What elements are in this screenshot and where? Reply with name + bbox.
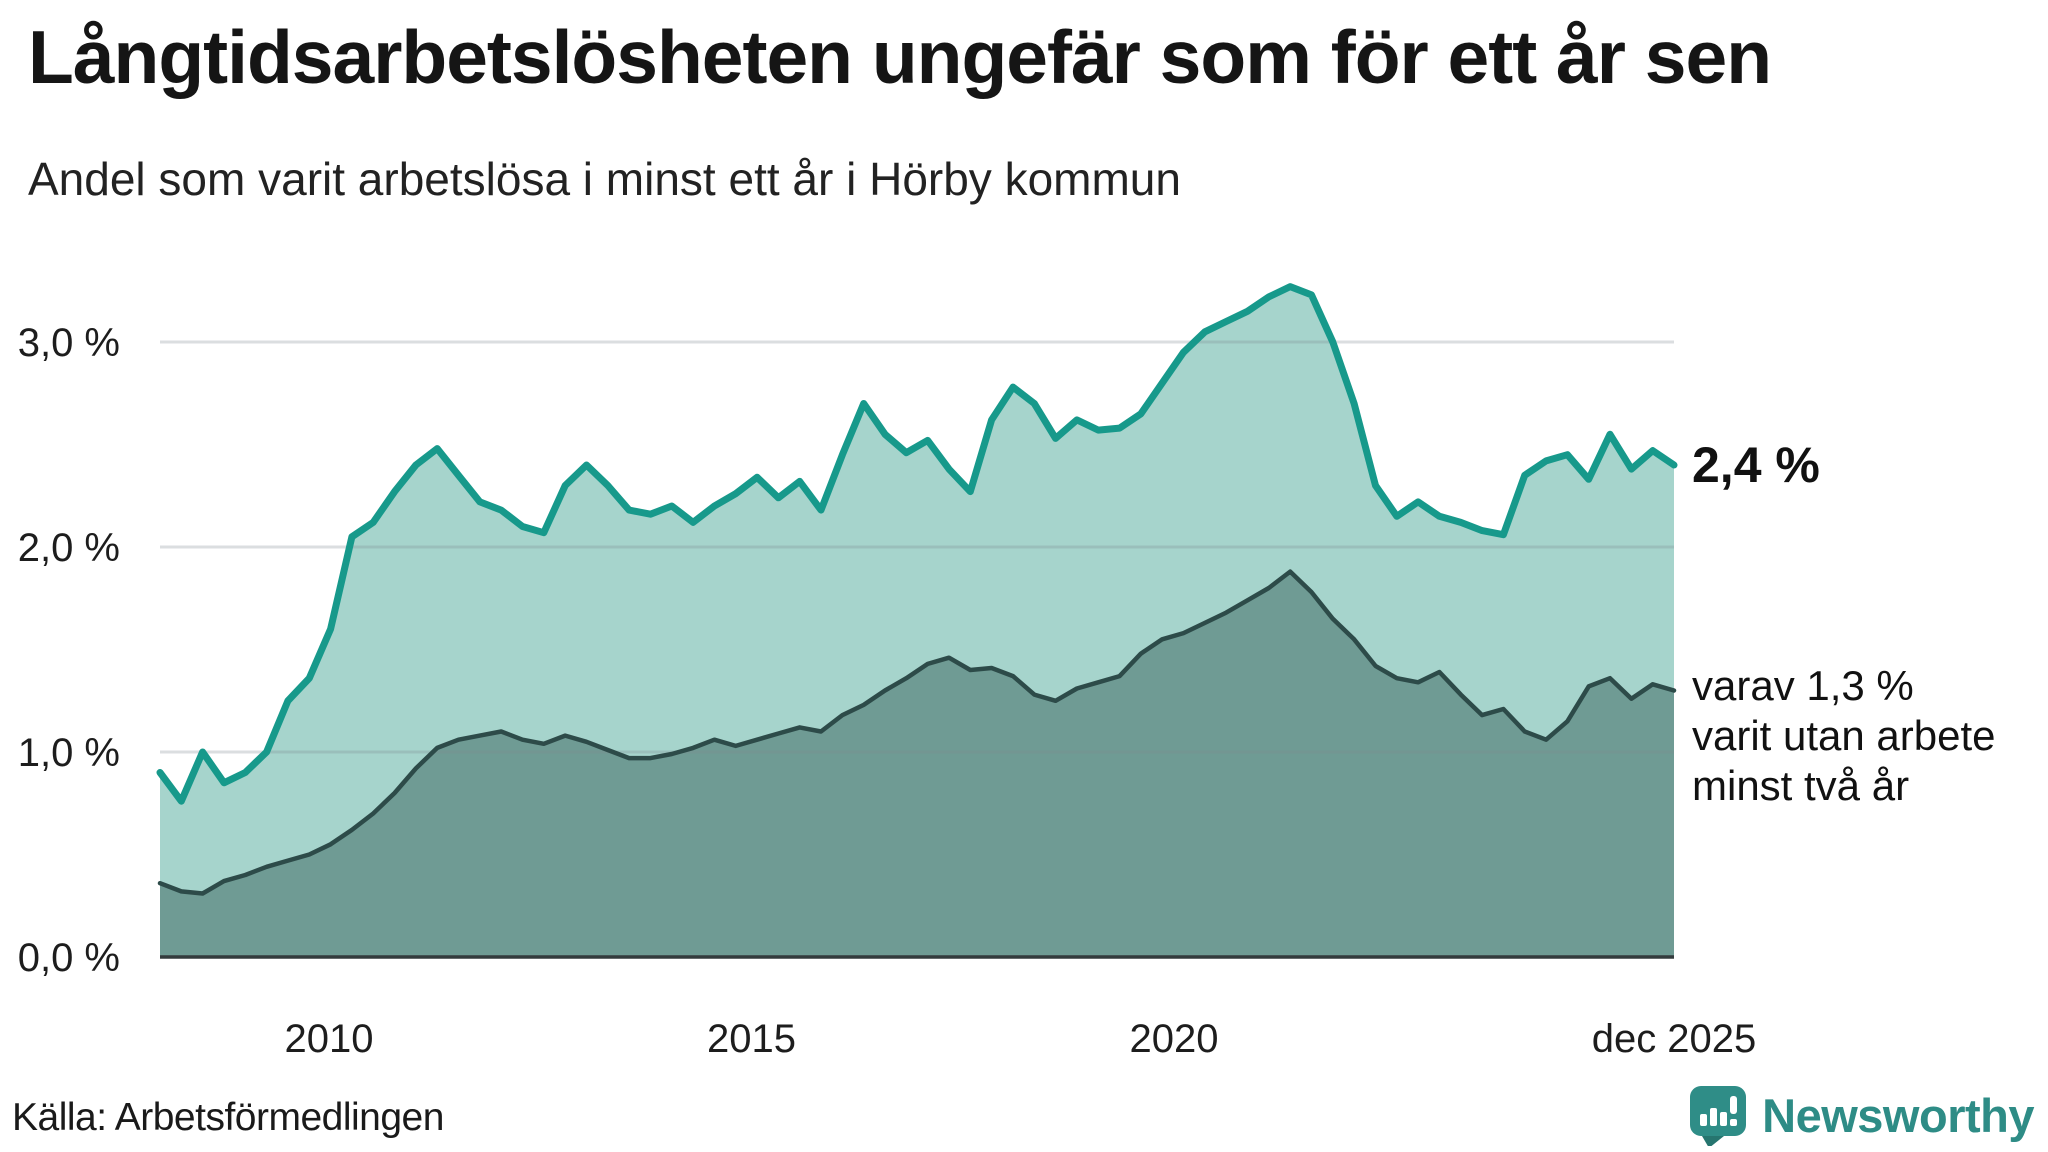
secondary-label-line1: varav 1,3 % <box>1692 662 1914 709</box>
secondary-label-line3: minst två år <box>1692 762 1909 809</box>
y-tick-3: 3,0 % <box>18 321 120 365</box>
line-unemployed-2yr <box>157 569 1677 896</box>
x-tick-2015: 2015 <box>707 1017 796 1061</box>
x-tick-2010: 2010 <box>285 1017 374 1061</box>
latest-value-label: 2,4 % <box>1692 437 1820 493</box>
line-unemployed-1yr <box>156 283 1678 805</box>
y-tick-2: 2,0 % <box>18 526 120 570</box>
speech-bubble-bar-chart-icon <box>1690 1086 1747 1146</box>
brand-name: Newsworthy <box>1762 1088 2034 1142</box>
newsworthy-logo[interactable]: Newsworthy <box>1688 1084 2034 1146</box>
y-tick-1: 1,0 % <box>18 731 120 775</box>
area-fill-unemployed-2yr <box>160 571 1674 957</box>
secondary-label-line2: varit utan arbete <box>1692 712 1996 759</box>
y-axis-labels: 3,0 % 2,0 % 1,0 % 0,0 % <box>18 321 120 980</box>
source-caption: Källa: Arbetsförmedlingen <box>12 1096 444 1139</box>
x-tick-dec-2025: dec 2025 <box>1592 1017 1757 1061</box>
gridlines-overlay <box>160 340 1674 754</box>
x-tick-2020: 2020 <box>1130 1017 1219 1061</box>
y-tick-0: 0,0 % <box>18 936 120 980</box>
x-axis-labels: 2010 2015 2020 dec 2025 <box>285 1017 1757 1061</box>
secondary-value-label: varav 1,3 % varit utan arbete minst två … <box>1692 662 1996 809</box>
page-subtitle: Andel som varit arbetslösa i minst ett å… <box>28 153 1181 205</box>
page-title: Långtidsarbetslösheten ungefär som för e… <box>28 15 1772 99</box>
